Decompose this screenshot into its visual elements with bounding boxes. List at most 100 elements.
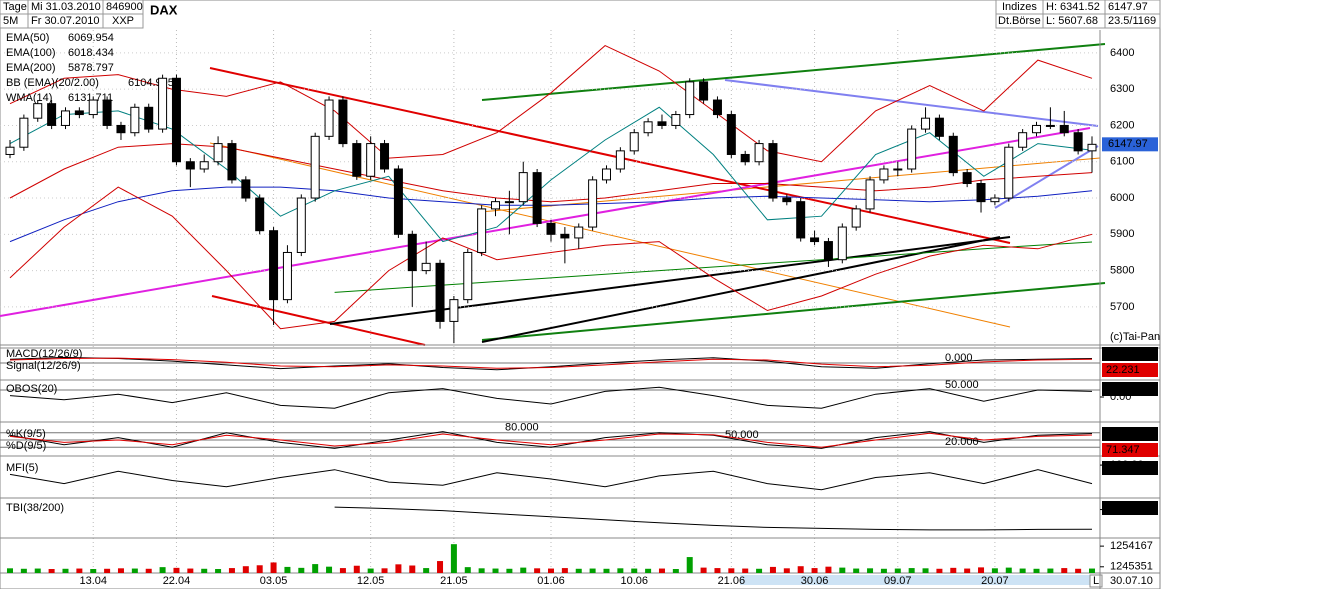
volume-bar xyxy=(631,568,638,573)
level-label: 50.000 xyxy=(945,379,979,391)
volume-bar xyxy=(589,568,596,573)
panel-label: MFI(5) xyxy=(6,462,38,474)
candle-body xyxy=(185,161,195,170)
candle-body xyxy=(33,103,43,119)
end-box xyxy=(1089,574,1103,588)
volume-bar xyxy=(381,568,388,573)
overlay-line xyxy=(9,143,1093,203)
volume-bar xyxy=(353,565,360,573)
panel-value: 103.154 xyxy=(1106,502,1146,514)
candle-body xyxy=(615,150,625,170)
panel-value: 22.231 xyxy=(1106,364,1140,376)
volume-bar xyxy=(978,567,985,573)
y-tick-label: 5800 xyxy=(1110,265,1134,277)
volume-bar xyxy=(367,568,374,573)
volume-bar xyxy=(506,568,513,573)
candle-body xyxy=(532,172,542,224)
copyright: (c)Tai-Pan xyxy=(1110,331,1160,343)
x-tick-label: 21.06 xyxy=(718,575,746,587)
volume-bar xyxy=(326,566,333,573)
candle-body xyxy=(560,233,570,239)
trendline xyxy=(481,236,1001,343)
candle-body xyxy=(921,117,931,130)
volume-bar xyxy=(964,568,971,573)
candle-body xyxy=(574,226,584,239)
volume-bar xyxy=(908,568,915,573)
volume-bar xyxy=(20,568,27,573)
candle-body xyxy=(213,143,223,163)
y-tick-label: 5700 xyxy=(1110,301,1134,313)
candle-body xyxy=(269,230,279,301)
candle-body xyxy=(546,222,556,235)
candle-body xyxy=(130,106,140,134)
candle-body xyxy=(685,81,695,116)
legend-label: EMA(200) xyxy=(6,62,56,74)
x-tick-label: 22.04 xyxy=(163,575,191,587)
candle-body xyxy=(699,81,709,101)
candle-body xyxy=(393,168,403,235)
volume-bar xyxy=(839,567,846,573)
legend-label: EMA(100) xyxy=(6,47,56,59)
volume-bar xyxy=(1005,567,1012,573)
header: Tage Mi 31.03.2010 846900 5M Fr 30.07.20… xyxy=(0,0,1161,29)
volume-bar xyxy=(686,557,693,573)
legend-value: 5878.797 xyxy=(68,62,114,74)
candle-body xyxy=(5,146,15,155)
volume-bar xyxy=(201,568,208,573)
panel-label: Signal(12/26/9) xyxy=(6,360,81,372)
header-text: 846900 xyxy=(106,1,143,13)
volume-bar xyxy=(1019,568,1026,573)
volume-bar xyxy=(298,567,305,573)
candle-body xyxy=(449,299,459,322)
legend-value: 6069.954 xyxy=(68,32,114,44)
indicator-line xyxy=(9,386,1093,409)
price-box xyxy=(1102,137,1158,152)
candle-body xyxy=(102,99,112,126)
header-text: H: 6341.52 xyxy=(1046,1,1100,13)
volume-bar xyxy=(450,544,457,573)
volume-bar xyxy=(215,569,222,573)
last-price: 6147.97 xyxy=(1108,138,1148,150)
header-text: Fr 30.07.2010 xyxy=(31,15,100,27)
volume-bar xyxy=(603,568,610,573)
volume-bar xyxy=(756,568,763,573)
x-tick-label: 10.06 xyxy=(620,575,648,587)
volume-bar xyxy=(880,568,887,573)
volume-bar xyxy=(76,568,83,573)
x-tick-label: 13.04 xyxy=(79,575,107,587)
candle-body xyxy=(380,143,390,170)
level-label: 80.000 xyxy=(505,422,539,434)
y-tick-label: 6400 xyxy=(1110,47,1134,59)
header-text: Dt.Börse xyxy=(998,15,1041,27)
candle-body xyxy=(491,201,501,210)
candle-body xyxy=(199,161,209,170)
volume-bar xyxy=(825,566,832,573)
volume-bar xyxy=(187,568,194,573)
trendline xyxy=(481,43,1106,101)
candle-body xyxy=(740,153,750,163)
indicator-line xyxy=(9,432,1093,448)
candle-body xyxy=(782,197,792,203)
volume-bar xyxy=(242,566,249,573)
candle-body xyxy=(352,143,362,177)
volume-bar xyxy=(437,561,444,573)
header-text: Mi 31.03.2010 xyxy=(31,1,101,13)
x-tick-label: 20.07 xyxy=(981,575,1009,587)
value-box xyxy=(1102,443,1158,457)
symbol: DAX xyxy=(150,2,178,17)
candle-body xyxy=(19,117,29,148)
volume-bar xyxy=(1089,568,1095,573)
x-tick-label: 03.05 xyxy=(260,575,288,587)
candle-body xyxy=(241,179,251,199)
end-date: 30.07.10 xyxy=(1110,575,1153,587)
candle-body xyxy=(504,201,514,204)
y-tick-label: 6000 xyxy=(1110,192,1134,204)
value-box xyxy=(1102,363,1158,377)
candle-body xyxy=(976,183,986,203)
header-text: L: 5607.68 xyxy=(1046,15,1098,27)
value-box xyxy=(1102,382,1158,396)
volume-bar xyxy=(520,567,527,573)
candle-body xyxy=(726,114,736,155)
volume-bar xyxy=(270,562,277,573)
value-box xyxy=(1102,501,1158,515)
